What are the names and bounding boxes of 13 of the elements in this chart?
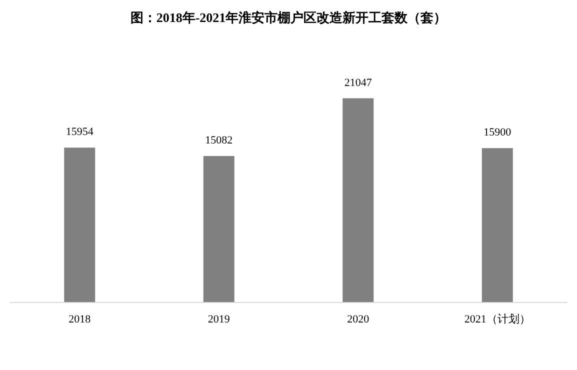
x-tick-label: 2018 xyxy=(68,314,92,326)
data-label: 15900 xyxy=(484,126,512,139)
chart-title: 图：2018年-2021年淮安市棚户区改造新开工套数（套） xyxy=(130,10,447,25)
data-label: 21047 xyxy=(344,76,372,89)
x-tick-label: 2021（计划） xyxy=(464,312,530,326)
bar xyxy=(64,148,96,302)
data-label: 15082 xyxy=(205,134,233,147)
data-label: 15954 xyxy=(66,126,94,138)
x-tick-label: 2019 xyxy=(208,314,230,326)
bar xyxy=(203,156,234,302)
x-tick-label: 2020 xyxy=(347,314,370,326)
bar xyxy=(342,98,374,302)
bar xyxy=(482,148,513,302)
